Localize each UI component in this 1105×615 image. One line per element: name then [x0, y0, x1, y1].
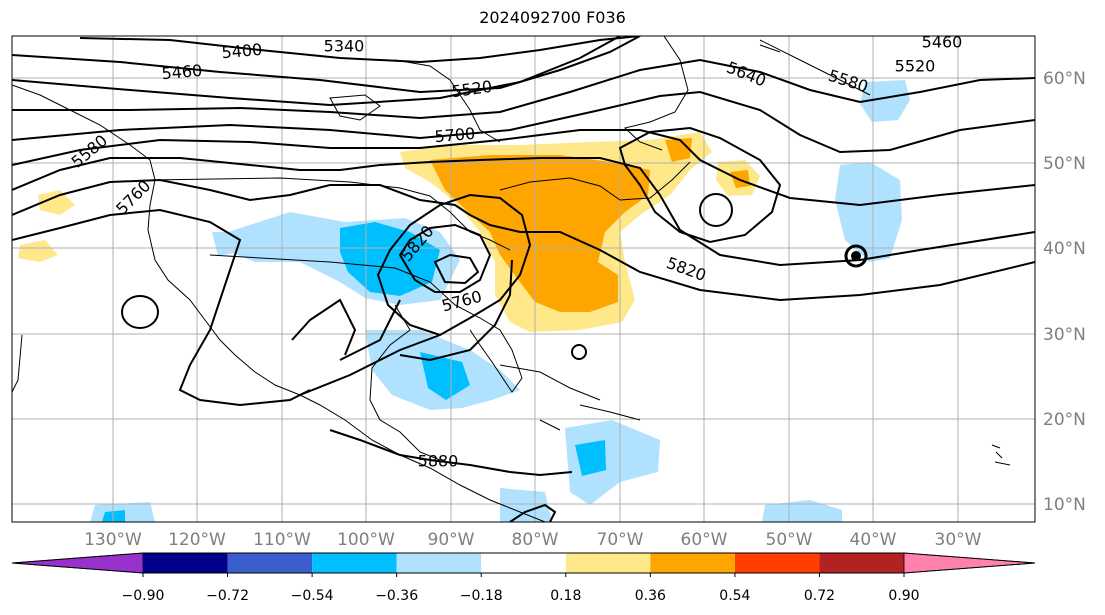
- longitude-label: 60°W: [681, 530, 728, 550]
- longitude-label: 70°W: [597, 530, 644, 550]
- longitude-labels: 130°W 120°W 110°W 100°W 90°W 80°W 70°W 60°W 50°W…: [84, 530, 982, 550]
- longitude-label: 90°W: [428, 530, 475, 550]
- longitude-label: 100°W: [337, 530, 395, 550]
- latitude-labels: 60°N 50°N 40°N 30°N 20°N 10°N: [1043, 69, 1086, 515]
- colorbar-tick-label: −0.72: [206, 588, 249, 604]
- contour-label: 5700: [434, 124, 476, 146]
- contour-label: 5880: [418, 452, 459, 471]
- figure-title: 2024092700 F036: [479, 8, 626, 27]
- colorbar-bin: [143, 553, 228, 573]
- contour-label: 5580: [826, 66, 871, 97]
- latitude-label: 60°N: [1043, 69, 1086, 89]
- colorbar-tick-label: 0.36: [635, 588, 666, 604]
- colorbar-bin: [396, 553, 482, 573]
- colorbar-bin: [650, 553, 735, 573]
- longitude-label: 50°W: [766, 530, 813, 550]
- colorbar-tick-labels: −0.90 −0.72 −0.54 −0.36 −0.18 0.18 0.36 0.54 0.7…: [122, 573, 920, 604]
- graticule: [12, 36, 1035, 522]
- colorbar: [11, 552, 1036, 574]
- colorbar-bin: [819, 553, 904, 573]
- colorbar-tick-label: −0.36: [375, 588, 418, 604]
- contour-label: 5520: [450, 77, 493, 101]
- colorbar-extend-max: [903, 552, 1036, 574]
- colorbar-tick-label: −0.18: [460, 588, 503, 604]
- contour-label: 5400: [221, 40, 263, 62]
- latitude-label: 20°N: [1043, 410, 1086, 430]
- colorbar-tick-label: −0.54: [291, 588, 334, 604]
- colorbar-extend-min: [11, 552, 144, 574]
- latitude-label: 30°N: [1043, 325, 1086, 345]
- colorbar-tick-label: 0.54: [719, 588, 750, 604]
- longitude-label: 30°W: [935, 530, 982, 550]
- contour-label: 5580: [68, 131, 111, 172]
- height-contours: [12, 36, 1035, 522]
- contour-labels: 5400 5340 5460 5460 5520 5520 5640 5580 5580 5700…: [68, 33, 963, 471]
- colorbar-tick-label: 0.18: [550, 588, 581, 604]
- contour-label: 5640: [724, 58, 769, 91]
- map-content: 5400 5340 5460 5460 5520 5520 5640 5580 5580 5700…: [12, 33, 1035, 522]
- contour-label: 5460: [922, 33, 963, 52]
- colorbar-bin: [312, 553, 397, 573]
- longitude-label: 110°W: [253, 530, 311, 550]
- contour-label: 5760: [440, 287, 484, 316]
- contour-label: 5340: [324, 37, 365, 56]
- colorbar-bin: [734, 553, 820, 573]
- colorbar-tick-label: −0.90: [122, 588, 165, 604]
- closed-low-marker: [851, 251, 861, 261]
- latitude-label: 50°N: [1043, 154, 1086, 174]
- colorbar-bin: [481, 553, 566, 573]
- map-frame: [11, 35, 1036, 523]
- contour-label: 5520: [895, 57, 936, 76]
- colorbar-bin: [227, 553, 313, 573]
- longitude-label: 80°W: [512, 530, 559, 550]
- contour-label: 5460: [161, 61, 203, 83]
- colorbar-bin: [565, 553, 651, 573]
- longitude-label: 40°W: [850, 530, 897, 550]
- latitude-label: 10°N: [1043, 495, 1086, 515]
- longitude-label: 120°W: [168, 530, 226, 550]
- longitude-label: 130°W: [84, 530, 142, 550]
- colorbar-tick-label: 0.72: [804, 588, 835, 604]
- latitude-label: 40°N: [1043, 239, 1086, 259]
- colorbar-tick-label: 0.90: [888, 588, 919, 604]
